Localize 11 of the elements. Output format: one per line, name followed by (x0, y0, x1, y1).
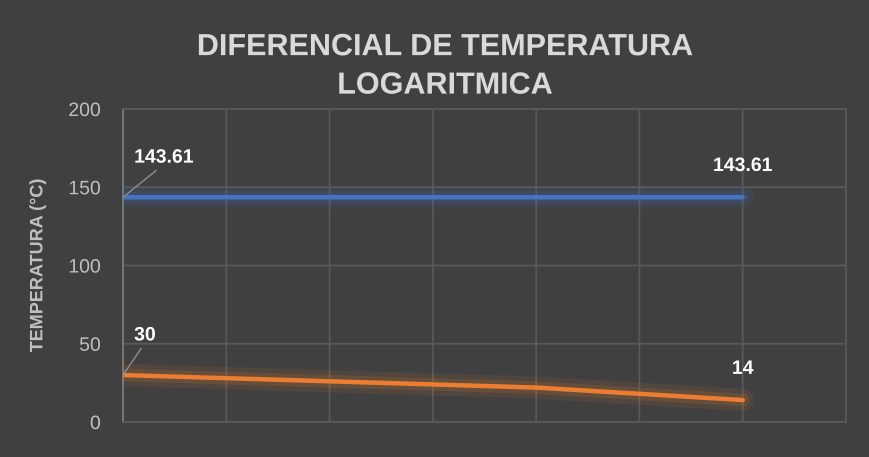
y-tick-label: 0 (90, 415, 100, 430)
y-tick-label: 100 (70, 258, 100, 273)
data-label: 143.61 (714, 157, 772, 172)
data-label: 143.61 (135, 149, 194, 163)
data-label: 14 (733, 360, 754, 374)
y-tick-label: 50 (80, 337, 100, 351)
y-tick-label: 200 (69, 102, 100, 116)
chart-title: DIFERENCIAL DE TEMPERATURA LOGARITMICA (198, 34, 692, 94)
data-label: 30 (134, 326, 155, 341)
y-tick-label: 150 (70, 180, 100, 194)
y-axis-title: TEMPERATURA (°C) (29, 180, 46, 352)
